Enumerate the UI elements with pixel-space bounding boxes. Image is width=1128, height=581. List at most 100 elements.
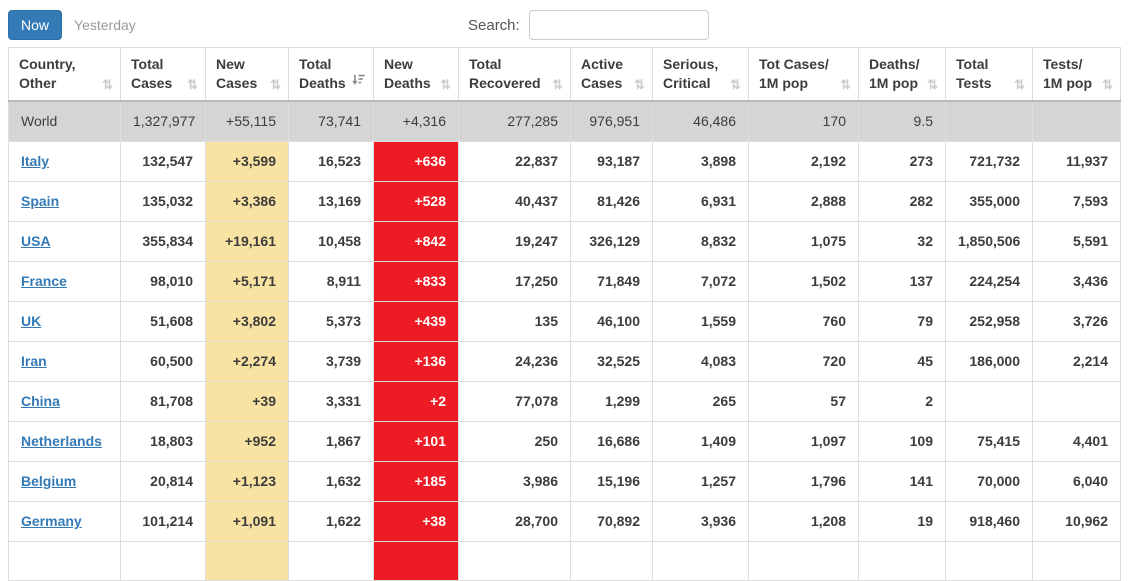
search-input[interactable] xyxy=(528,10,709,40)
table-header-row: Country, Other ⇅ Total Cases ⇅ New Cases ⇅ Total D… xyxy=(8,47,1121,102)
tests-per-1m-cell: 6,040 xyxy=(1032,461,1121,502)
tests-per-1m-cell: 7,593 xyxy=(1032,181,1121,222)
active-cases-cell: 81,426 xyxy=(570,181,653,222)
column-header-new-deaths[interactable]: New Deaths ⇅ xyxy=(373,47,459,102)
new-deaths-cell: +439 xyxy=(373,301,459,342)
column-header-new-cases[interactable]: New Cases ⇅ xyxy=(205,47,289,102)
table-row-china: China 81,708 +39 3,331 +2 77,078 1,299 265 57 2 xyxy=(8,381,1121,422)
country-link[interactable]: UK xyxy=(21,313,42,329)
sort-icon: ⇅ xyxy=(102,77,113,92)
serious-critical-cell: 1,257 xyxy=(652,461,749,502)
country-link[interactable]: Netherlands xyxy=(21,433,102,449)
covid-stats-table-wrap: Country, Other ⇅ Total Cases ⇅ New Cases ⇅ Total D… xyxy=(0,47,1128,581)
tests-per-1m-cell xyxy=(1032,381,1121,422)
column-header-serious-critical[interactable]: Serious, Critical ⇅ xyxy=(652,47,749,102)
total-recovered-cell: 24,236 xyxy=(458,341,571,382)
total-tests-cell xyxy=(945,381,1033,422)
column-label: Cases xyxy=(581,75,623,91)
tests-per-1m-cell: 2,214 xyxy=(1032,341,1121,382)
cases-per-1m-cell: 170 xyxy=(748,100,859,142)
deaths-per-1m-cell: 273 xyxy=(858,141,946,182)
active-cases-cell: 71,849 xyxy=(570,261,653,302)
total-tests-cell xyxy=(945,100,1033,142)
country-link[interactable]: USA xyxy=(21,233,51,249)
new-cases-cell: +3,802 xyxy=(205,301,289,342)
total-recovered-cell: 28,700 xyxy=(458,501,571,542)
total-tests-cell: 252,958 xyxy=(945,301,1033,342)
column-header-total-recovered[interactable]: Total Recovered ⇅ xyxy=(458,47,571,102)
country-cell: China xyxy=(8,381,121,422)
cases-per-1m-cell: 1,097 xyxy=(748,421,859,462)
total-cases-cell: 135,032 xyxy=(120,181,206,222)
cases-per-1m-cell: 760 xyxy=(748,301,859,342)
column-header-country-other[interactable]: Country, Other ⇅ xyxy=(8,47,121,102)
sort-icon: ⇅ xyxy=(840,77,851,92)
country-link[interactable]: Germany xyxy=(21,513,82,529)
total-recovered-cell: 17,250 xyxy=(458,261,571,302)
country-cell: Iran xyxy=(8,341,121,382)
total-deaths-cell: 13,169 xyxy=(288,181,374,222)
sort-icon: ⇅ xyxy=(634,77,645,92)
column-label: 1M pop xyxy=(869,75,918,91)
column-label: Serious, xyxy=(663,56,719,72)
column-label: 1M pop xyxy=(759,75,808,91)
active-cases-cell: 46,100 xyxy=(570,301,653,342)
total-tests-cell: 75,415 xyxy=(945,421,1033,462)
country-cell: UK xyxy=(8,301,121,342)
new-deaths-cell: +38 xyxy=(373,501,459,542)
column-header-tests-1m-pop[interactable]: Tests/1M pop ⇅ xyxy=(1032,47,1121,102)
column-header-total-cases[interactable]: Total Cases ⇅ xyxy=(120,47,206,102)
search-label: Search: xyxy=(468,16,520,34)
partial-cell xyxy=(458,541,571,581)
column-label: 1M pop xyxy=(1043,75,1092,91)
column-header-tot-cases-1m-pop[interactable]: Tot Cases/1M pop ⇅ xyxy=(748,47,859,102)
tests-per-1m-cell: 11,937 xyxy=(1032,141,1121,182)
serious-critical-cell: 3,936 xyxy=(652,501,749,542)
serious-critical-cell: 7,072 xyxy=(652,261,749,302)
total-deaths-cell: 10,458 xyxy=(288,221,374,262)
active-cases-cell: 15,196 xyxy=(570,461,653,502)
table-row-netherlands: Netherlands 18,803 +952 1,867 +101 250 16,686 1… xyxy=(8,421,1121,462)
column-label: Tot Cases/ xyxy=(759,56,829,72)
cases-per-1m-cell: 1,208 xyxy=(748,501,859,542)
partial-cell xyxy=(748,541,859,581)
sort-icon: ⇅ xyxy=(730,77,741,92)
serious-critical-cell: 265 xyxy=(652,381,749,422)
country-link[interactable]: France xyxy=(21,273,67,289)
yesterday-button[interactable]: Yesterday xyxy=(62,10,148,40)
new-cases-cell: +5,171 xyxy=(205,261,289,302)
total-tests-cell: 721,732 xyxy=(945,141,1033,182)
country-link[interactable]: Iran xyxy=(21,353,47,369)
total-recovered-cell: 22,837 xyxy=(458,141,571,182)
sort-icon: ⇅ xyxy=(1014,77,1025,92)
column-header-total-deaths[interactable]: Total Deaths xyxy=(288,47,374,102)
column-header-total-tests[interactable]: Total Tests ⇅ xyxy=(945,47,1033,102)
country-link[interactable]: China xyxy=(21,393,60,409)
column-label: Other xyxy=(19,75,57,91)
active-cases-cell: 93,187 xyxy=(570,141,653,182)
column-header-active-cases[interactable]: Active Cases ⇅ xyxy=(570,47,653,102)
deaths-per-1m-cell: 79 xyxy=(858,301,946,342)
now-button[interactable]: Now xyxy=(8,10,63,40)
country-link[interactable]: Italy xyxy=(21,153,50,169)
cases-per-1m-cell: 1,502 xyxy=(748,261,859,302)
cases-per-1m-cell: 2,888 xyxy=(748,181,859,222)
cases-per-1m-cell: 720 xyxy=(748,341,859,382)
table-row-spain: Spain 135,032 +3,386 13,169 +528 40,437 81,426… xyxy=(8,181,1121,222)
country-link[interactable]: Belgium xyxy=(21,473,77,489)
partial-cell xyxy=(205,541,289,581)
partial-cell xyxy=(945,541,1033,581)
total-deaths-cell: 1,867 xyxy=(288,421,374,462)
total-recovered-cell: 277,285 xyxy=(458,100,571,142)
active-cases-cell: 16,686 xyxy=(570,421,653,462)
new-deaths-cell: +528 xyxy=(373,181,459,222)
tests-per-1m-cell: 4,401 xyxy=(1032,421,1121,462)
table-row-iran: Iran 60,500 +2,274 3,739 +136 24,236 32,525 4,0… xyxy=(8,341,1121,382)
cases-per-1m-cell: 1,796 xyxy=(748,461,859,502)
column-header-deaths-1m-pop[interactable]: Deaths/1M pop ⇅ xyxy=(858,47,946,102)
cases-per-1m-cell: 2,192 xyxy=(748,141,859,182)
new-deaths-cell: +842 xyxy=(373,221,459,262)
country-link[interactable]: Spain xyxy=(21,193,60,209)
country-cell: USA xyxy=(8,221,121,262)
column-label: New xyxy=(384,56,413,72)
